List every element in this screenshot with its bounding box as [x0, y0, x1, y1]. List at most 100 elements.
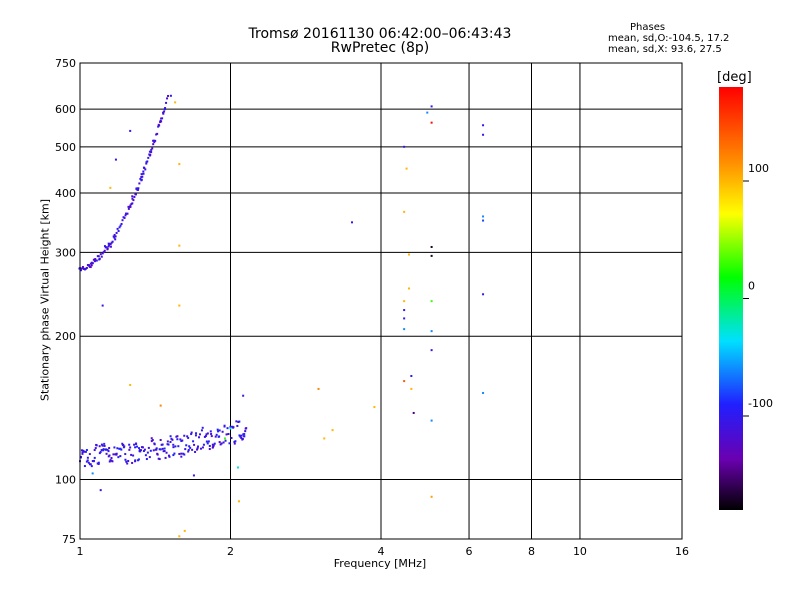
data-point — [109, 459, 112, 462]
data-point — [133, 195, 136, 198]
data-point — [92, 459, 95, 462]
data-point — [102, 449, 105, 452]
data-point — [133, 443, 136, 446]
data-point — [208, 448, 211, 451]
data-point — [101, 444, 104, 447]
data-point — [82, 450, 85, 453]
data-point — [482, 219, 485, 222]
data-point — [482, 293, 485, 296]
data-point — [123, 216, 126, 219]
data-point — [331, 429, 334, 432]
data-point — [244, 430, 247, 433]
data-point — [124, 214, 127, 217]
data-point — [194, 434, 197, 437]
data-point — [403, 210, 406, 213]
data-point — [131, 202, 134, 205]
data-point — [144, 168, 147, 171]
data-point — [83, 465, 86, 468]
data-point — [86, 459, 89, 462]
data-point — [134, 193, 137, 196]
data-point — [131, 195, 134, 198]
data-point — [164, 107, 167, 110]
data-point — [171, 438, 174, 441]
data-point — [135, 187, 138, 190]
data-point — [144, 454, 147, 457]
data-point — [430, 419, 433, 422]
data-point — [403, 300, 406, 303]
data-point — [243, 435, 246, 438]
data-point — [192, 474, 195, 477]
data-point — [145, 458, 148, 461]
colorbar-tick-label: 100 — [748, 162, 769, 175]
data-point — [482, 124, 485, 127]
data-point — [323, 437, 326, 440]
x-tick-label: 2 — [227, 545, 234, 558]
data-point — [129, 129, 132, 132]
data-point — [99, 253, 102, 256]
data-point — [172, 443, 175, 446]
data-point — [202, 443, 205, 446]
data-point — [90, 465, 93, 468]
data-point — [238, 420, 241, 423]
data-point — [407, 253, 410, 256]
data-point — [163, 450, 166, 453]
data-point — [169, 440, 172, 443]
data-point — [107, 450, 110, 453]
data-point — [86, 456, 89, 459]
data-point — [99, 489, 102, 492]
y-tick-label: 200 — [55, 330, 76, 343]
data-point — [183, 529, 186, 532]
data-point — [137, 187, 140, 190]
data-point — [149, 449, 152, 452]
data-point — [131, 461, 134, 464]
data-point — [238, 500, 241, 503]
data-point — [317, 387, 320, 390]
data-point — [108, 460, 111, 463]
data-point — [107, 245, 110, 248]
data-point — [196, 447, 199, 450]
data-point — [119, 447, 122, 450]
data-point — [161, 447, 164, 450]
data-point — [94, 447, 97, 450]
data-point — [482, 133, 485, 136]
data-point — [183, 453, 186, 456]
data-point — [131, 197, 134, 200]
data-point — [124, 458, 127, 461]
data-point — [108, 244, 111, 247]
data-point — [125, 460, 128, 463]
data-point — [210, 435, 213, 438]
data-point — [98, 452, 101, 455]
data-point — [81, 451, 84, 454]
data-point — [107, 455, 110, 458]
data-point — [158, 448, 161, 451]
y-tick-label: 750 — [55, 57, 76, 70]
data-point — [218, 441, 221, 444]
data-point — [151, 439, 154, 442]
colorbar-unit: [deg] — [717, 70, 752, 85]
data-point — [150, 151, 153, 154]
data-point — [115, 231, 118, 234]
data-point — [116, 447, 119, 450]
data-point — [240, 434, 243, 437]
data-point — [232, 426, 235, 429]
data-point — [94, 258, 97, 261]
data-point — [106, 247, 109, 250]
data-point — [243, 432, 246, 435]
data-point — [132, 454, 135, 457]
data-point — [195, 432, 198, 435]
data-point — [158, 458, 161, 461]
data-point — [166, 440, 169, 443]
data-point — [85, 460, 88, 463]
data-point — [162, 112, 165, 115]
data-point — [240, 436, 243, 439]
data-point — [209, 430, 212, 433]
data-point — [163, 108, 166, 111]
data-point — [142, 450, 145, 453]
data-point — [351, 221, 354, 224]
data-point — [85, 266, 88, 269]
data-point — [103, 249, 106, 252]
data-point — [224, 439, 227, 442]
phases-x-mode: mean, sd,X: 93.6, 27.5 — [608, 44, 722, 55]
data-point — [88, 463, 91, 466]
data-point — [119, 455, 122, 458]
